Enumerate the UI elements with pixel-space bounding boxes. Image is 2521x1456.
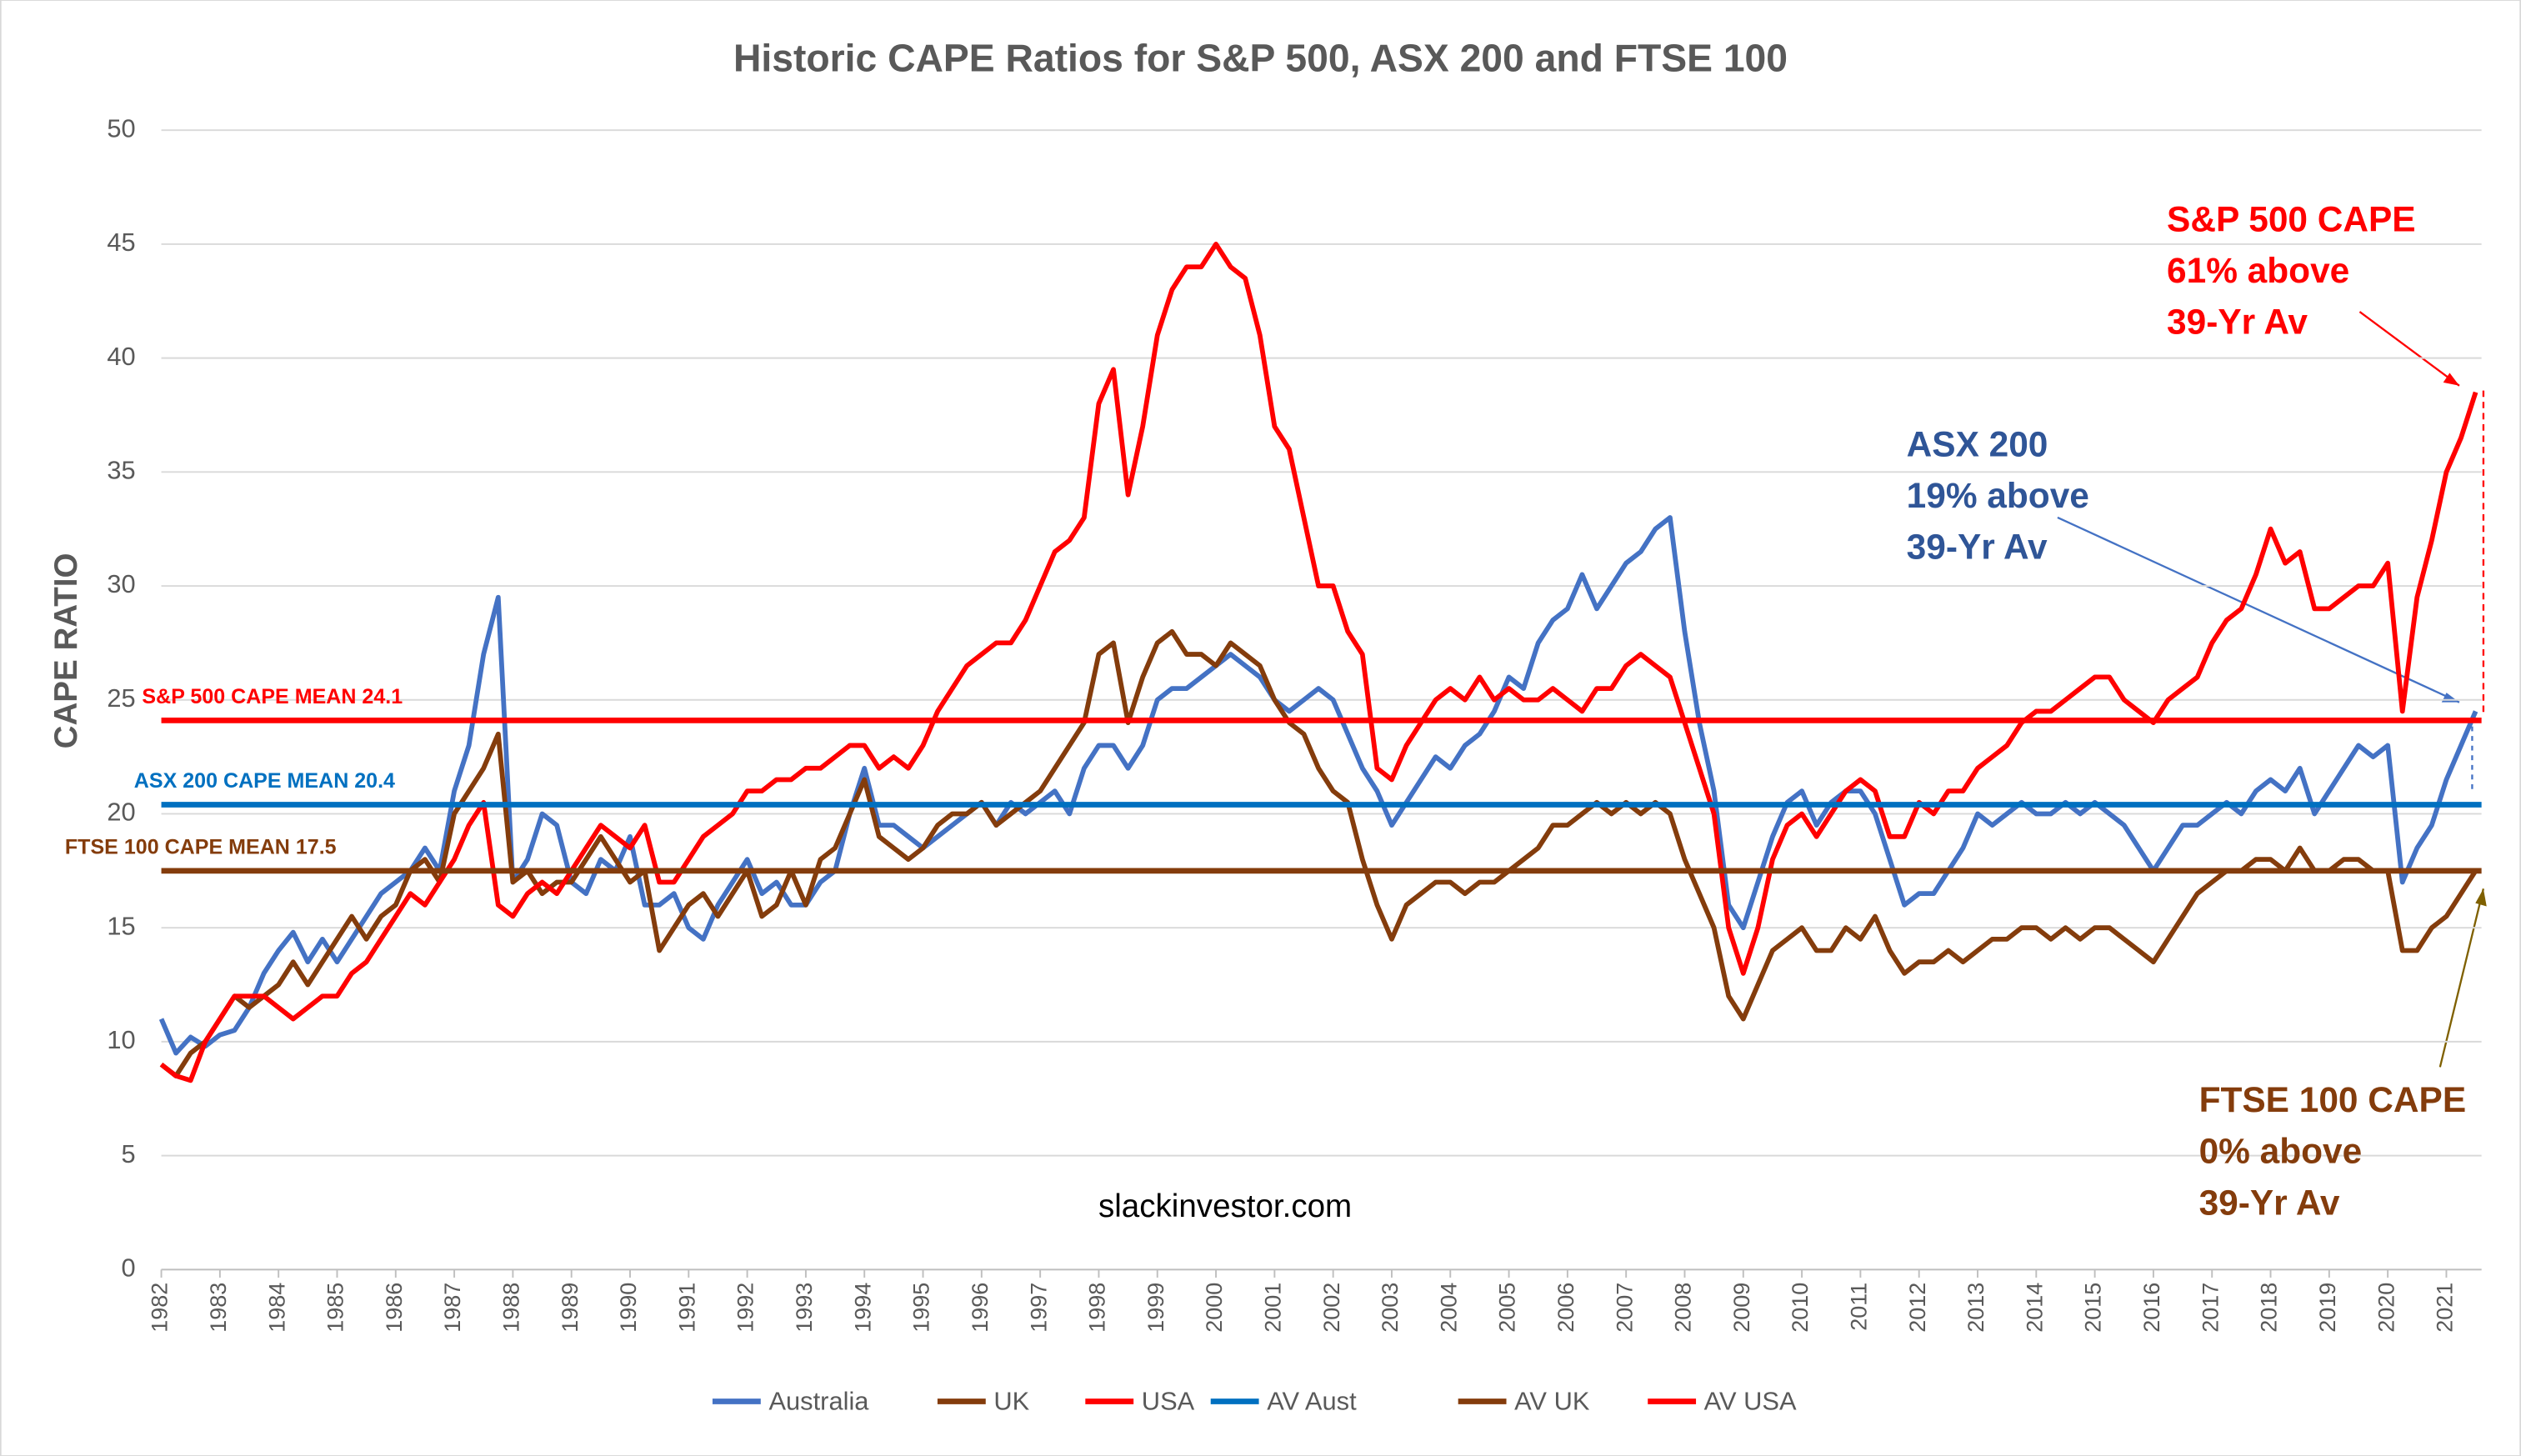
x-tick-label: 2005	[1495, 1283, 1520, 1333]
x-tick-label: 1984	[264, 1283, 289, 1333]
x-tick-label: 2015	[2081, 1283, 2106, 1333]
x-tick-label: 2018	[2257, 1283, 2282, 1333]
y-tick-label: 25	[107, 683, 135, 713]
x-tick-label: 1993	[792, 1283, 817, 1333]
x-tick-label: 1987	[440, 1283, 465, 1333]
y-tick-label: 40	[107, 342, 135, 371]
y-tick-label: 45	[107, 228, 135, 257]
annotation: ASX 200	[1907, 424, 2048, 463]
annotation: 39-Yr Av	[2199, 1183, 2340, 1222]
x-tick-label: 2009	[1729, 1283, 1754, 1333]
annotation-arrows	[2057, 311, 2487, 1068]
series-line	[159, 628, 2478, 1078]
series-line	[159, 242, 2478, 1083]
x-tick-label: 1996	[968, 1283, 993, 1333]
y-tick-label: 35	[107, 455, 135, 484]
legend-label: AV USA	[1704, 1387, 1797, 1416]
x-tick-label: 2020	[2373, 1283, 2398, 1333]
x-tick-label: 1997	[1026, 1283, 1051, 1333]
x-tick-label: 2002	[1319, 1283, 1344, 1333]
x-tick-label: 2004	[1436, 1283, 1461, 1333]
x-tick-label: 2021	[2433, 1283, 2458, 1333]
x-tick-label: 1982	[148, 1283, 173, 1333]
annotation: 39-Yr Av	[1907, 528, 2048, 567]
y-tick-label: 15	[107, 911, 135, 940]
annotation: 0% above	[2199, 1132, 2363, 1171]
x-tick-label: 1994	[850, 1283, 875, 1333]
legend-label: UK	[993, 1387, 1029, 1416]
annotation: FTSE 100 CAPE	[2199, 1080, 2467, 1119]
x-tick-label: 1983	[206, 1283, 231, 1333]
x-tick-label: 2016	[2139, 1283, 2164, 1333]
x-tick-label: 2003	[1378, 1283, 1403, 1333]
x-tick-label: 2017	[2198, 1283, 2223, 1333]
legend-label: AV UK	[1514, 1387, 1590, 1416]
x-tick-label: 1985	[323, 1283, 348, 1333]
x-tick-label: 2008	[1671, 1283, 1696, 1333]
y-tick-label: 10	[107, 1025, 135, 1054]
legend-label: Australia	[768, 1387, 869, 1416]
y-tick-label: 20	[107, 798, 135, 827]
x-tick-label: 1990	[616, 1283, 641, 1333]
x-tick-label: 2019	[2315, 1283, 2340, 1333]
annotation: 39-Yr Av	[2167, 303, 2308, 342]
x-tick-label: 1991	[674, 1283, 699, 1333]
chart-title: Historic CAPE Ratios for S&P 500, ASX 20…	[733, 36, 1788, 79]
x-tick-label: 2013	[1963, 1283, 1988, 1333]
mean-label: ASX 200 CAPE MEAN 20.4	[134, 769, 395, 793]
x-tick-label: 1992	[733, 1283, 758, 1333]
x-tick-label: 1988	[499, 1283, 524, 1333]
x-tick-label: 2001	[1260, 1283, 1285, 1333]
x-tick-label: 2000	[1202, 1283, 1227, 1333]
legend-label: AV Aust	[1267, 1387, 1357, 1416]
annotation: S&P 500 CAPE	[2167, 199, 2416, 238]
y-tick-label: 5	[122, 1139, 136, 1168]
watermark: slackinvestor.com	[1098, 1188, 1352, 1224]
annotation: 19% above	[1907, 476, 2089, 515]
x-tick-label: 1986	[382, 1283, 407, 1333]
y-tick-label: 30	[107, 569, 135, 598]
x-tick-label: 2007	[1612, 1283, 1637, 1333]
x-tick-label: 1998	[1085, 1283, 1110, 1333]
x-tick-label: 2010	[1788, 1283, 1813, 1333]
y-tick-label: 50	[107, 113, 135, 143]
mean-label: FTSE 100 CAPE MEAN 17.5	[65, 835, 337, 858]
x-tick-label: 1999	[1143, 1283, 1168, 1333]
x-tick-label: 2012	[1905, 1283, 1930, 1333]
x-tick-label: 2014	[2022, 1283, 2047, 1333]
legend-label: USA	[1142, 1387, 1195, 1416]
x-tick-label: 1989	[558, 1283, 583, 1333]
x-tick-label: 1995	[909, 1283, 934, 1333]
y-axis-label: CAPE RATIO	[48, 553, 84, 749]
y-tick-label: 0	[122, 1253, 136, 1282]
mean-label: S&P 500 CAPE MEAN 24.1	[142, 685, 403, 708]
annotation: 61% above	[2167, 251, 2349, 290]
x-tick-label: 2006	[1553, 1283, 1578, 1333]
x-tick-label: 2011	[1847, 1283, 1872, 1331]
